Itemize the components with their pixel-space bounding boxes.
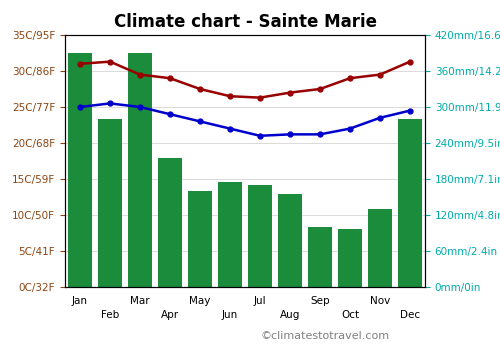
Bar [218, 182, 242, 287]
Bar [188, 191, 212, 287]
Text: Aug: Aug [280, 310, 300, 320]
Text: Feb: Feb [101, 310, 119, 320]
Text: Nov: Nov [370, 296, 390, 306]
Bar [98, 119, 122, 287]
Bar [248, 185, 272, 287]
Bar [308, 227, 332, 287]
Bar [158, 158, 182, 287]
Bar [338, 229, 362, 287]
Text: Jun: Jun [222, 310, 238, 320]
Title: Climate chart - Sainte Marie: Climate chart - Sainte Marie [114, 13, 376, 31]
Text: Mar: Mar [130, 296, 150, 306]
Bar [368, 209, 392, 287]
Text: Apr: Apr [161, 310, 179, 320]
Text: May: May [190, 296, 210, 306]
Text: Dec: Dec [400, 310, 420, 320]
Text: Jul: Jul [254, 296, 266, 306]
Text: ©climatestotravel.com: ©climatestotravel.com [260, 331, 389, 341]
Text: Oct: Oct [341, 310, 359, 320]
Bar [398, 119, 422, 287]
Text: Jan: Jan [72, 296, 88, 306]
Bar [278, 194, 302, 287]
Bar [68, 53, 92, 287]
Text: Sep: Sep [310, 296, 330, 306]
Bar [128, 53, 152, 287]
